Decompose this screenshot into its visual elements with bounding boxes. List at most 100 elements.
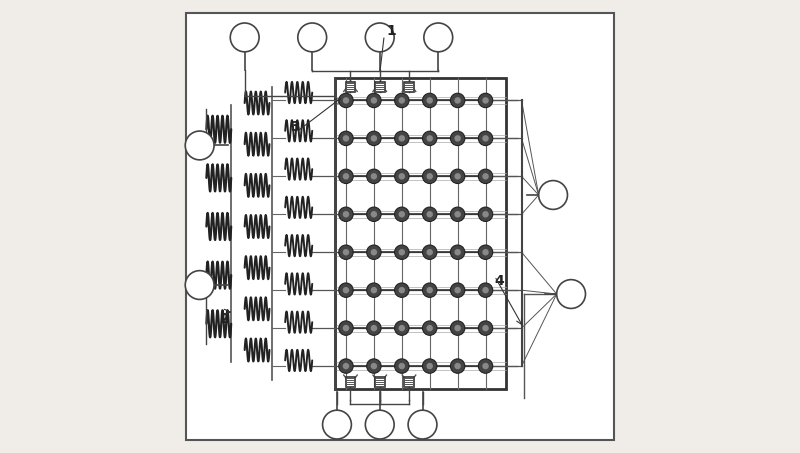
Circle shape [450,93,465,108]
Circle shape [422,245,437,260]
Circle shape [342,287,350,294]
Circle shape [398,173,405,179]
Circle shape [398,249,405,255]
Circle shape [482,173,489,179]
Circle shape [454,287,461,294]
Circle shape [342,173,350,179]
Circle shape [422,359,437,373]
Circle shape [342,325,350,331]
Circle shape [298,23,326,52]
Circle shape [454,173,461,179]
Circle shape [394,93,409,108]
Circle shape [482,249,489,255]
Circle shape [426,287,433,294]
Circle shape [454,211,461,217]
Circle shape [186,131,214,160]
Circle shape [426,211,433,217]
Circle shape [366,131,381,145]
Circle shape [422,207,437,222]
Circle shape [394,321,409,335]
Circle shape [394,245,409,260]
Circle shape [342,249,350,255]
Circle shape [338,359,353,373]
Circle shape [426,135,433,142]
Circle shape [478,207,493,222]
Circle shape [342,363,350,369]
Circle shape [478,321,493,335]
Circle shape [370,97,377,104]
Circle shape [557,280,586,308]
Circle shape [422,283,437,297]
Circle shape [366,359,381,373]
Text: 4: 4 [494,274,504,288]
Text: 2: 2 [220,312,230,326]
Circle shape [342,211,350,217]
Circle shape [366,23,394,52]
Circle shape [338,245,353,260]
Bar [374,82,385,92]
Circle shape [426,97,433,104]
Circle shape [426,363,433,369]
Circle shape [424,23,453,52]
Circle shape [394,169,409,183]
Circle shape [366,410,394,439]
Circle shape [398,135,405,142]
Circle shape [408,410,437,439]
Circle shape [338,93,353,108]
Circle shape [366,93,381,108]
Circle shape [370,325,377,331]
Circle shape [398,287,405,294]
Circle shape [450,283,465,297]
Circle shape [482,287,489,294]
Circle shape [186,270,214,299]
Circle shape [366,321,381,335]
Circle shape [338,131,353,145]
Circle shape [366,207,381,222]
Circle shape [450,207,465,222]
Circle shape [398,97,405,104]
Text: 1: 1 [386,24,396,38]
Circle shape [454,363,461,369]
Circle shape [482,325,489,331]
Circle shape [398,363,405,369]
Circle shape [478,93,493,108]
Circle shape [370,135,377,142]
Circle shape [454,135,461,142]
Circle shape [394,283,409,297]
Circle shape [538,181,567,209]
Circle shape [450,131,465,145]
Circle shape [454,325,461,331]
Circle shape [366,169,381,183]
Circle shape [450,245,465,260]
Circle shape [338,207,353,222]
Circle shape [482,97,489,104]
Circle shape [370,173,377,179]
Circle shape [450,321,465,335]
Circle shape [478,131,493,145]
Circle shape [322,410,351,439]
Circle shape [482,363,489,369]
Circle shape [422,321,437,335]
Circle shape [370,363,377,369]
Bar [404,82,414,92]
Circle shape [338,283,353,297]
Circle shape [338,321,353,335]
Circle shape [370,211,377,217]
Circle shape [366,245,381,260]
Circle shape [230,23,259,52]
Circle shape [426,173,433,179]
Circle shape [394,359,409,373]
Circle shape [366,283,381,297]
Circle shape [342,135,350,142]
Circle shape [422,131,437,145]
Circle shape [422,169,437,183]
Circle shape [454,249,461,255]
Bar [346,377,355,387]
Circle shape [450,169,465,183]
Bar [334,78,506,389]
Circle shape [342,97,350,104]
Circle shape [398,211,405,217]
Circle shape [478,245,493,260]
Circle shape [426,249,433,255]
Circle shape [370,249,377,255]
